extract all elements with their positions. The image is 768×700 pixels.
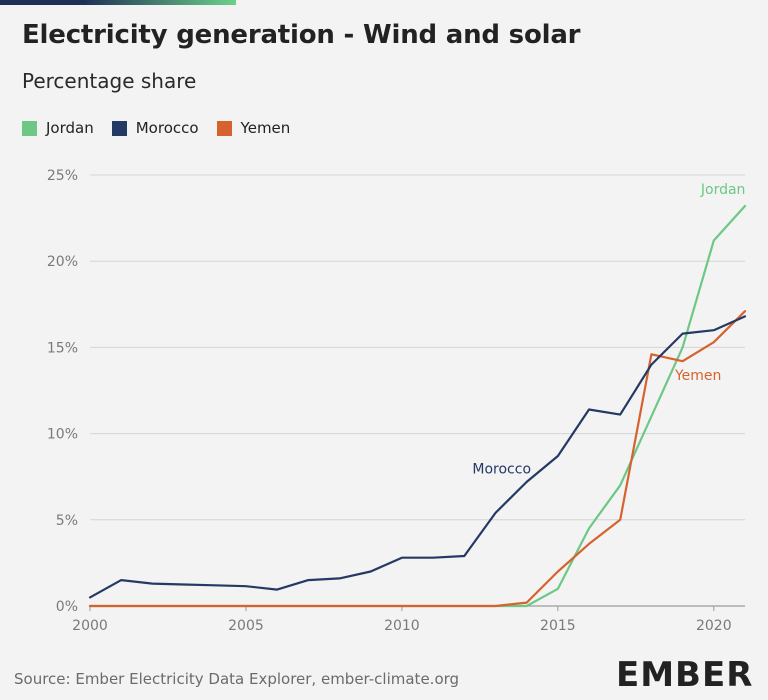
legend-swatch-morocco — [111, 120, 127, 136]
legend-swatch-jordan — [22, 120, 37, 136]
y-tick-label: 5% — [56, 513, 78, 529]
legend: Jordan Morocco Yemen — [22, 119, 290, 137]
source-note: Source: Ember Electricity Data Explorer,… — [14, 670, 460, 688]
legend-item-jordan[interactable]: Jordan — [22, 119, 94, 137]
annotation-morocco: Morocco — [472, 461, 531, 477]
annotation-yemen: Yemen — [674, 368, 721, 384]
chart-title: Electricity generation - Wind and solar — [22, 20, 581, 50]
y-tick-label: 20% — [47, 254, 78, 270]
legend-item-morocco[interactable]: Morocco — [111, 119, 199, 137]
legend-label-jordan: Jordan — [46, 119, 94, 137]
annotation-jordan: Jordan — [700, 182, 746, 198]
top-accent-bar — [0, 0, 236, 5]
x-tick-label: 2005 — [228, 618, 264, 634]
legend-swatch-yemen — [216, 120, 232, 136]
x-tick-label: 2015 — [540, 618, 576, 634]
series-line-morocco — [88, 315, 747, 599]
y-tick-label: 0% — [56, 599, 78, 615]
x-tick-label: 2000 — [72, 618, 108, 634]
y-tick-label: 15% — [47, 340, 78, 356]
y-tick-label: 25% — [47, 168, 78, 184]
legend-label-yemen: Yemen — [240, 119, 291, 137]
series-line-jordan — [88, 204, 747, 608]
chart-subtitle: Percentage share — [22, 69, 197, 93]
legend-item-yemen[interactable]: Yemen — [216, 119, 291, 137]
line-chart: 0% 5% 10% 15% 20% 25% 2000 2005 2010 2015 2020 Jord… — [47, 168, 747, 634]
ember-logo: EMBER — [616, 655, 754, 695]
series-line-yemen — [88, 310, 747, 608]
legend-label-morocco: Morocco — [135, 119, 199, 137]
x-tick-label: 2020 — [696, 618, 732, 634]
x-tick-label: 2010 — [384, 618, 420, 634]
y-tick-label: 10% — [47, 427, 78, 443]
